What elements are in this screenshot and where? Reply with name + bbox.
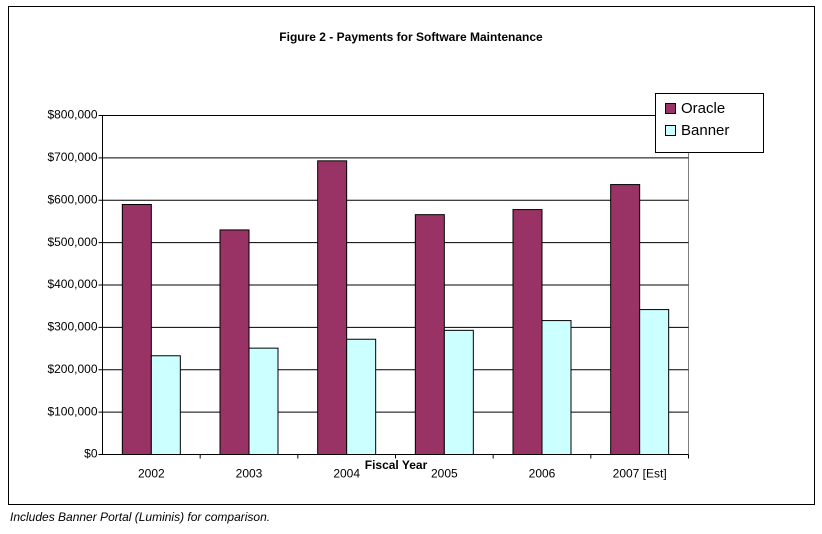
y-tick-label: $200,000 <box>47 362 97 376</box>
x-tick-label: 2004 <box>333 467 360 481</box>
y-tick-label: $500,000 <box>47 235 97 249</box>
legend: Oracle Banner <box>655 93 764 153</box>
y-tick-label: $300,000 <box>47 320 97 334</box>
labels: $0 $100,000 $200,000 $300,000 $400,000 $500,0… <box>47 108 666 481</box>
bar <box>346 338 377 455</box>
x-tick-label: 2003 <box>236 467 263 481</box>
x-tick-label: 2002 <box>138 467 165 481</box>
bar <box>219 229 250 455</box>
y-tick-label: $800,000 <box>47 108 97 122</box>
bar <box>443 329 474 455</box>
bar <box>248 347 279 456</box>
x-axis-title: Fiscal Year <box>365 458 428 472</box>
note: Includes Banner Portal (Luminis) for com… <box>10 510 270 524</box>
x-tick-label: 2005 <box>431 467 458 481</box>
chart-title: Figure 2 - Payments for Software Mainten… <box>279 30 543 44</box>
y-tick-label: $600,000 <box>47 192 97 206</box>
legend-label: Banner <box>681 122 729 139</box>
bar <box>512 209 543 455</box>
y-tick-label: $400,000 <box>47 277 97 291</box>
bar <box>541 320 572 455</box>
bar <box>150 355 181 455</box>
y-tick-label: $0 <box>84 447 98 461</box>
bar <box>639 309 670 456</box>
bar <box>317 160 348 455</box>
legend-label: Oracle <box>681 100 725 117</box>
y-tick-label: $100,000 <box>47 404 97 418</box>
bar <box>610 184 641 455</box>
legend-swatch <box>665 103 676 114</box>
y-tick-label: $700,000 <box>47 150 97 164</box>
bar <box>414 214 445 455</box>
bar <box>121 203 152 455</box>
legend-swatch <box>665 125 676 136</box>
x-tick-label: 2007 [Est] <box>613 467 667 481</box>
x-tick-label: 2006 <box>529 467 556 481</box>
grid <box>98 115 689 459</box>
bars <box>121 160 670 456</box>
